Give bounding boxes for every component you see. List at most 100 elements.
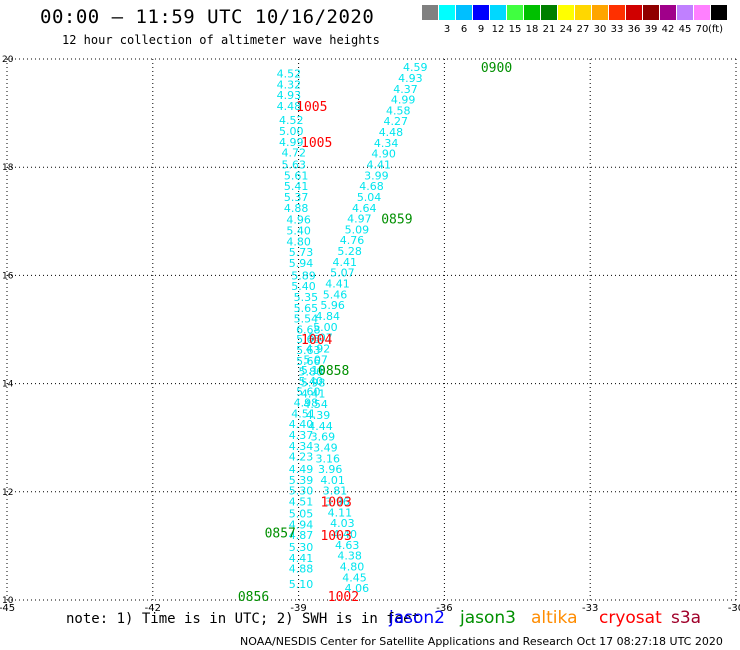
swh-value: 4.06 [345, 582, 370, 595]
pass-time-label: 0858 [318, 364, 349, 379]
legend-swatch [456, 5, 472, 20]
swh-value: 4.11 [328, 506, 353, 519]
legend-swatch [524, 5, 540, 20]
swh-value: 4.44 [308, 420, 333, 433]
legend-label: 3 [443, 24, 451, 35]
swh-value: 4.59 [403, 61, 428, 74]
swh-value: 4.54 [303, 398, 328, 411]
legend-swatch [626, 5, 642, 20]
legend-label: 18 [525, 24, 539, 35]
legend-swatch [711, 5, 727, 20]
swh-value: 5.41 [284, 180, 309, 193]
swh-value: 5.00 [279, 125, 304, 138]
swh-value: 4.51 [289, 496, 314, 509]
x-tick-label: -36 [436, 603, 452, 614]
swh-value: 5.46 [323, 288, 348, 301]
legend-label: 27 [576, 24, 590, 35]
swh-value: 4.80 [286, 235, 311, 248]
swh-value: 6.68 [296, 324, 321, 337]
y-tick-label: 16 [2, 271, 14, 281]
pass-time-label: 1003 [320, 496, 351, 511]
legend-swatch [575, 5, 591, 20]
swh-value: 4.41 [301, 387, 326, 400]
x-tick-label: -45 [0, 603, 15, 614]
swh-value: 4.72 [281, 147, 306, 160]
mission-altika: altika [531, 608, 578, 628]
swh-value: 4.92 [306, 342, 331, 355]
y-tick-label: 14 [2, 380, 14, 390]
swh-value: 5.30 [289, 485, 314, 498]
pass-time-label: 1005 [301, 136, 332, 151]
legend-label: 70 [695, 24, 709, 35]
swh-value: 5.86 [299, 366, 324, 379]
legend-swatch [677, 5, 693, 20]
pass-time-label: 0856 [238, 590, 269, 605]
swh-value: 5.63 [296, 344, 321, 357]
mission-s3a: s3a [671, 608, 702, 628]
footer-credit: NOAA/NESDIS Center for Satellite Applica… [240, 635, 723, 648]
legend-label: 30 [593, 24, 607, 35]
legend-label: 6 [460, 24, 468, 35]
legend-label: 45 [678, 24, 692, 35]
swh-value: 3.96 [318, 463, 343, 476]
x-tick-label: -39 [290, 603, 306, 614]
legend-swatch [694, 5, 710, 20]
swh-value: 4.37 [393, 83, 418, 96]
swh-value: 4.32 [277, 78, 302, 91]
swh-value: 5.28 [337, 245, 362, 258]
pass-time-label: 1003 [320, 529, 351, 544]
swh-value: 4.38 [337, 550, 362, 563]
swh-value: 5.07 [308, 332, 333, 345]
swh-value: 4.93 [277, 89, 302, 102]
legend-label: 24 [559, 24, 573, 35]
y-tick-label: 20 [2, 55, 14, 65]
y-tick-label: 12 [2, 488, 13, 498]
swh-value: 4.40 [333, 528, 358, 541]
swh-value: 5.66 [296, 355, 321, 368]
legend-label: 36 [627, 24, 641, 35]
swh-value: 4.93 [398, 72, 423, 85]
swh-value: 4.88 [289, 563, 314, 576]
pass-time-label: 0857 [265, 526, 296, 541]
swh-value: 3.99 [364, 169, 389, 182]
swh-value: 4.52 [279, 114, 304, 127]
mission-cryosat: cryosat [599, 608, 662, 628]
swh-value: 4.48 [277, 100, 302, 113]
pass-time-label: 1004 [301, 333, 332, 348]
swh-value: 4.88 [284, 202, 309, 215]
legend-label: 33 [610, 24, 624, 35]
x-tick-label: -42 [145, 603, 161, 614]
swh-value: 3.49 [313, 441, 338, 454]
swh-value: 5.09 [345, 223, 370, 236]
x-tick-label: -33 [582, 603, 598, 614]
legend-label: 21 [542, 24, 556, 35]
y-tick-label: 10 [2, 596, 14, 606]
legend-swatch [660, 5, 676, 20]
swh-value: 5.37 [284, 191, 309, 204]
swh-value: 3.16 [316, 452, 341, 465]
swh-value: 4.23 [289, 451, 314, 464]
swh-value: 5.61 [284, 169, 309, 182]
swh-value: 4.63 [335, 539, 360, 552]
swh-value: 4.87 [289, 529, 314, 542]
swh-value: 5.65 [296, 333, 321, 346]
swh-value: 5.89 [291, 269, 316, 282]
swh-value: 4.94 [289, 518, 314, 531]
legend-swatch [439, 5, 455, 20]
swh-value: 5.60 [296, 386, 321, 399]
legend-swatch [490, 5, 506, 20]
swh-value: 5.40 [286, 224, 311, 237]
swh-value: 4.45 [342, 571, 367, 584]
swh-value: 4.96 [286, 214, 311, 227]
swh-value: 5.00 [313, 321, 338, 334]
legend-swatch [609, 5, 625, 20]
legend-label: 9 [477, 24, 485, 35]
note-text: note: 1) Time is in UTC; 2) SWH is in fe… [66, 611, 421, 627]
swh-value: 4.90 [371, 148, 396, 161]
legend-swatch [592, 5, 608, 20]
swh-value: 5.30 [289, 541, 314, 554]
x-tick-label: -30 [728, 603, 740, 614]
swh-value: 5.40 [291, 280, 316, 293]
y-tick-label: 18 [2, 163, 14, 173]
